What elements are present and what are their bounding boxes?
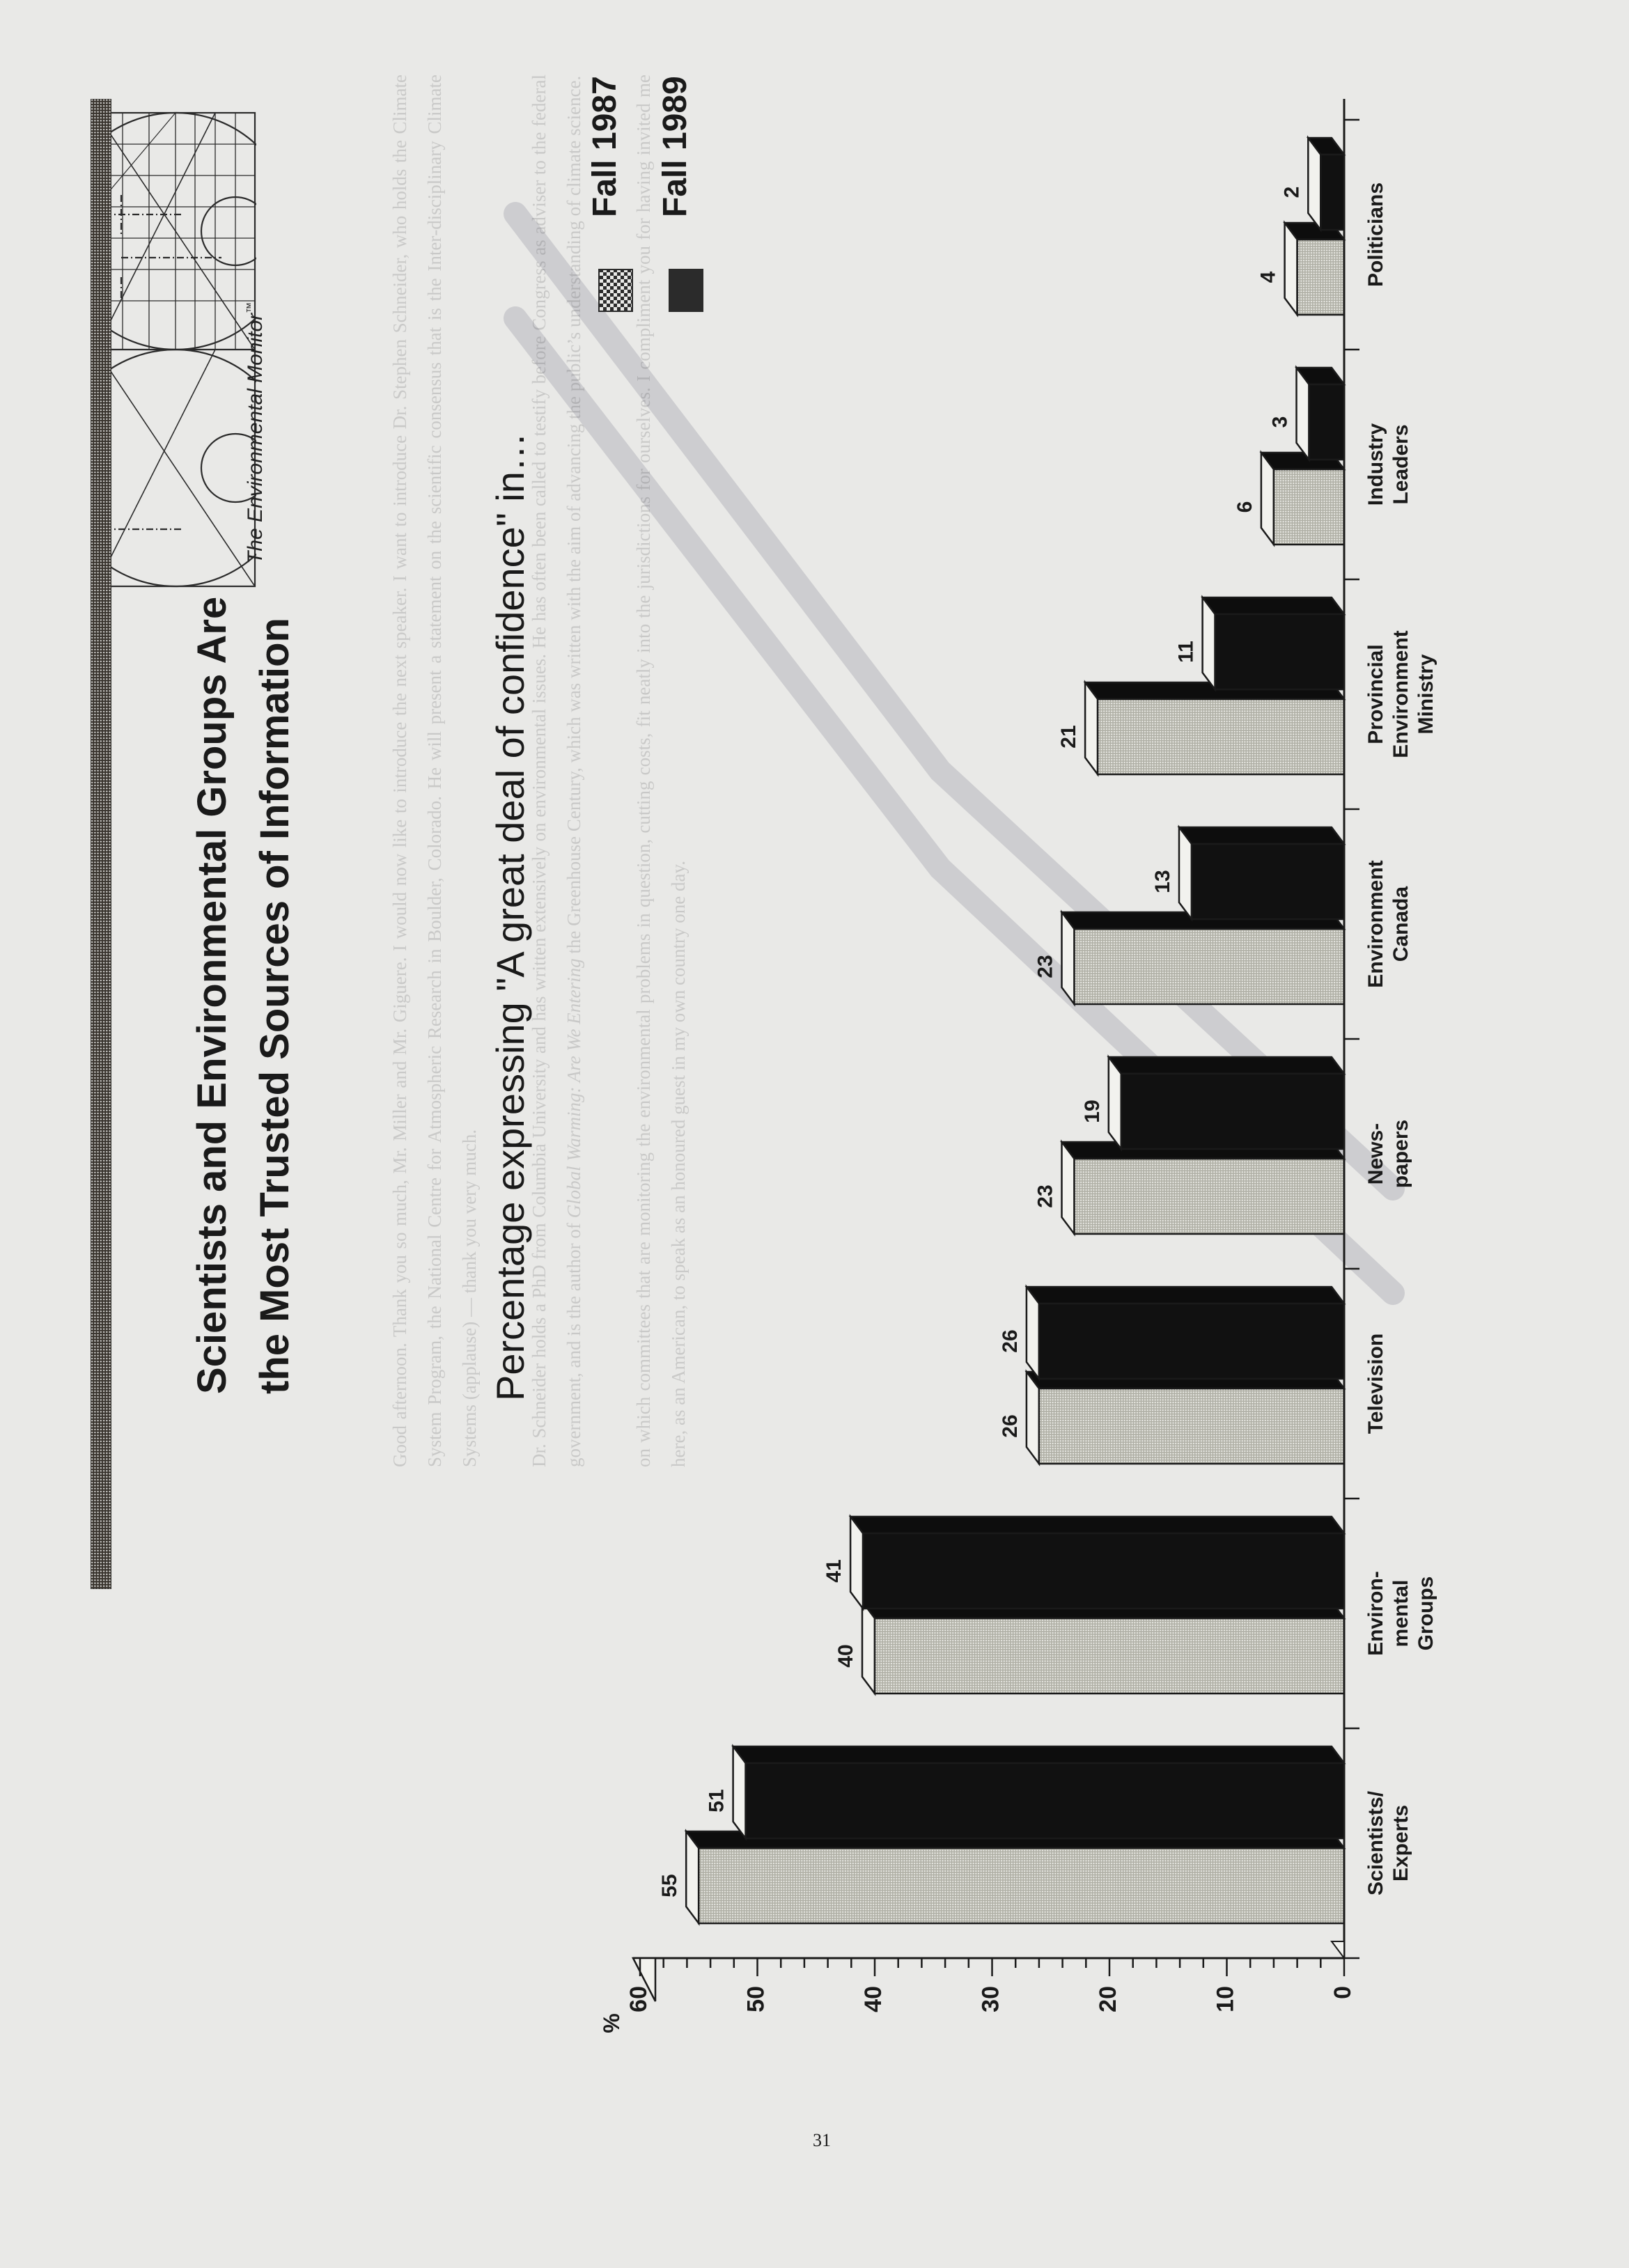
svg-text:Television: Television — [1364, 1334, 1387, 1434]
svg-text:Environment: Environment — [1364, 860, 1387, 987]
svg-text:51: 51 — [705, 1789, 728, 1812]
svg-text:2: 2 — [1280, 187, 1303, 198]
svg-text:0: 0 — [1329, 1986, 1355, 1999]
svg-text:Leaders: Leaders — [1389, 424, 1412, 504]
svg-text:41: 41 — [823, 1559, 845, 1582]
svg-text:23: 23 — [1034, 1184, 1057, 1207]
svg-text:60: 60 — [625, 1986, 651, 2012]
svg-text:Canada: Canada — [1389, 886, 1412, 962]
svg-text:50: 50 — [742, 1986, 769, 2012]
svg-text:Scientists/: Scientists/ — [1364, 1790, 1387, 1895]
svg-text:Industry: Industry — [1364, 423, 1387, 506]
svg-text:23: 23 — [1034, 955, 1057, 978]
svg-text:40: 40 — [859, 1986, 886, 2012]
svg-text:Groups: Groups — [1414, 1577, 1437, 1651]
svg-text:13: 13 — [1151, 870, 1174, 893]
svg-text:mental: mental — [1389, 1580, 1412, 1648]
svg-text:Environment: Environment — [1389, 630, 1412, 758]
svg-text:30: 30 — [977, 1986, 1004, 2012]
svg-text:Ministry: Ministry — [1414, 654, 1437, 734]
svg-text:Environ-: Environ- — [1364, 1571, 1387, 1656]
svg-text:20: 20 — [1094, 1986, 1121, 2012]
svg-text:papers: papers — [1389, 1120, 1412, 1188]
svg-text:55: 55 — [658, 1874, 681, 1897]
svg-text:News-: News- — [1364, 1123, 1387, 1184]
svg-text:4: 4 — [1256, 271, 1279, 283]
svg-text:10: 10 — [1212, 1986, 1238, 2012]
svg-text:19: 19 — [1080, 1100, 1103, 1123]
svg-text:11: 11 — [1174, 641, 1197, 663]
svg-text:26: 26 — [998, 1414, 1021, 1437]
svg-text:Politicians: Politicians — [1364, 182, 1387, 287]
svg-text:%: % — [599, 2013, 624, 2033]
svg-text:6: 6 — [1233, 501, 1256, 513]
svg-text:21: 21 — [1057, 725, 1080, 748]
svg-text:Provincial: Provincial — [1364, 644, 1387, 744]
svg-text:40: 40 — [834, 1644, 857, 1667]
svg-text:3: 3 — [1268, 416, 1291, 428]
svg-text:26: 26 — [998, 1329, 1021, 1352]
svg-text:Experts: Experts — [1389, 1805, 1412, 1882]
